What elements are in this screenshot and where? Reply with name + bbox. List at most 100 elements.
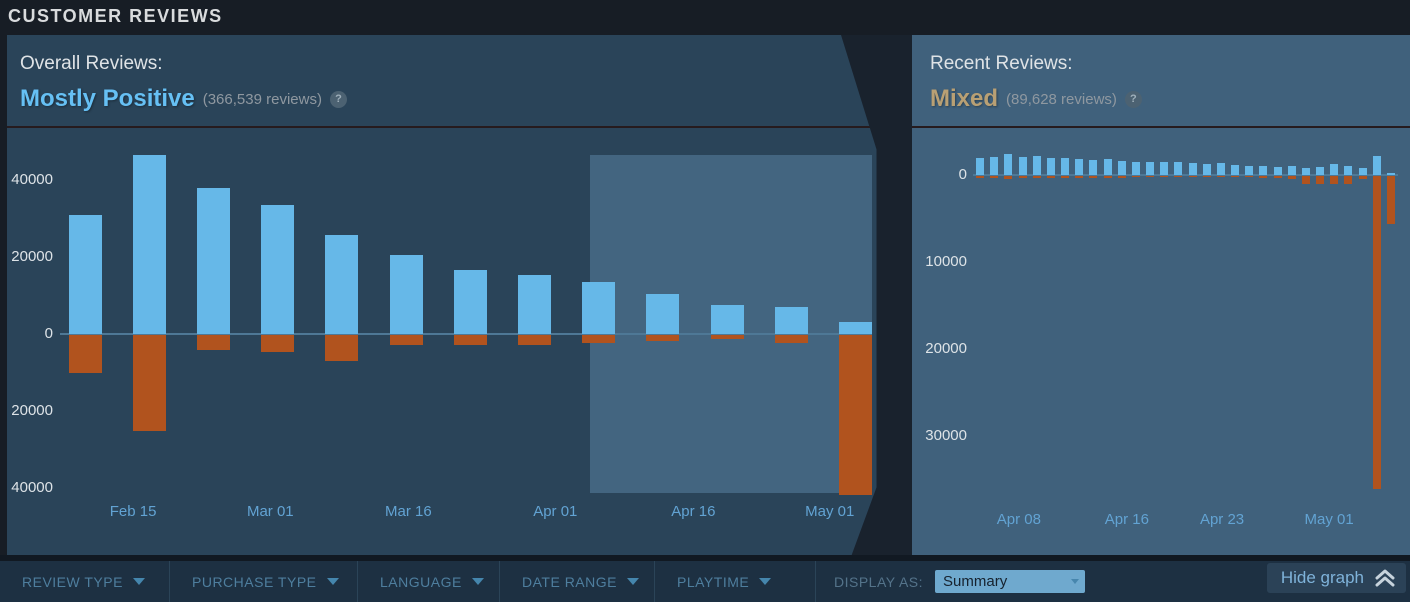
daily-positive-bar[interactable]	[1018, 157, 1027, 175]
daily-positive-bar[interactable]	[1004, 154, 1013, 175]
weekly-positive-bar[interactable]	[196, 188, 230, 334]
weekly-negative-bar[interactable]	[132, 335, 166, 431]
daily-positive-bar[interactable]	[1301, 168, 1310, 175]
daily-negative-bar[interactable]	[1103, 176, 1112, 178]
daily-positive-bar[interactable]	[1061, 158, 1070, 175]
daily-positive-bar[interactable]	[1032, 156, 1041, 175]
daily-negative-bar[interactable]	[1231, 176, 1240, 177]
daily-positive-bar[interactable]	[1231, 165, 1240, 175]
daily-negative-bar[interactable]	[1075, 176, 1084, 178]
daily-negative-bar[interactable]	[1316, 176, 1325, 184]
weekly-positive-bar[interactable]	[453, 270, 487, 334]
daily-positive-bar[interactable]	[1216, 163, 1225, 175]
daily-positive-bar[interactable]	[1330, 164, 1339, 175]
daily-negative-bar[interactable]	[1032, 176, 1041, 178]
daily-positive-bar[interactable]	[1386, 173, 1395, 175]
weekly-negative-bar[interactable]	[774, 335, 808, 343]
daily-negative-bar[interactable]	[1386, 176, 1395, 224]
daily-positive-bar[interactable]	[1259, 166, 1268, 175]
weekly-negative-bar[interactable]	[261, 335, 295, 352]
weekly-negative-bar[interactable]	[68, 335, 102, 373]
recent-rating-value: Mixed	[930, 85, 999, 112]
daily-positive-bar[interactable]	[1075, 159, 1084, 175]
help-icon[interactable]: ?	[329, 90, 347, 108]
daily-positive-bar[interactable]	[1273, 167, 1282, 175]
overall-reviews-chart: 40000 20000 0 20000 40000 Feb 15 Mar 01 Mar 16 A…	[7, 35, 877, 555]
weekly-negative-bar[interactable]	[646, 335, 680, 341]
filter-date-range[interactable]: DATE RANGE	[500, 561, 655, 602]
daily-positive-bar[interactable]	[1344, 166, 1353, 175]
daily-negative-bar[interactable]	[1372, 176, 1381, 489]
weekly-positive-bar[interactable]	[389, 255, 423, 334]
weekly-positive-bar[interactable]	[517, 275, 551, 334]
weekly-negative-bar[interactable]	[453, 335, 487, 345]
weekly-positive-bar[interactable]	[261, 205, 295, 334]
daily-positive-bar[interactable]	[1174, 162, 1183, 175]
daily-negative-bar[interactable]	[1216, 176, 1225, 177]
filter-review-type[interactable]: REVIEW TYPE	[0, 561, 170, 602]
daily-positive-bar[interactable]	[1103, 159, 1112, 175]
daily-negative-bar[interactable]	[1358, 176, 1367, 179]
daily-positive-bar[interactable]	[1146, 162, 1155, 175]
daily-negative-bar[interactable]	[1245, 176, 1254, 177]
daily-negative-bar[interactable]	[1174, 176, 1183, 177]
filter-purchase-type[interactable]: PURCHASE TYPE	[170, 561, 358, 602]
daily-negative-bar[interactable]	[1018, 176, 1027, 178]
weekly-positive-bar[interactable]	[838, 322, 872, 334]
daily-positive-bar[interactable]	[1316, 167, 1325, 175]
daily-negative-bar[interactable]	[1273, 176, 1282, 178]
weekly-positive-bar[interactable]	[710, 305, 744, 334]
daily-negative-bar[interactable]	[1131, 176, 1140, 177]
daily-positive-bar[interactable]	[1160, 162, 1169, 175]
weekly-negative-bar[interactable]	[838, 335, 872, 495]
weekly-negative-bar[interactable]	[517, 335, 551, 345]
daily-positive-bar[interactable]	[1372, 156, 1381, 175]
weekly-negative-bar[interactable]	[710, 335, 744, 339]
display-as-select[interactable]: Summary	[935, 570, 1086, 593]
weekly-positive-bar[interactable]	[68, 215, 102, 334]
daily-negative-bar[interactable]	[1188, 176, 1197, 177]
filter-playtime[interactable]: PLAYTIME	[655, 561, 816, 602]
daily-negative-bar[interactable]	[1344, 176, 1353, 184]
weekly-positive-bar[interactable]	[582, 282, 616, 334]
daily-negative-bar[interactable]	[976, 176, 984, 178]
weekly-positive-bar[interactable]	[646, 294, 680, 334]
filter-language[interactable]: LANGUAGE	[358, 561, 500, 602]
daily-negative-bar[interactable]	[1160, 176, 1169, 177]
weekly-positive-bar[interactable]	[325, 235, 359, 334]
daily-negative-bar[interactable]	[1146, 176, 1155, 177]
weekly-positive-bar[interactable]	[132, 155, 166, 334]
weekly-positive-bar[interactable]	[774, 307, 808, 334]
daily-positive-bar[interactable]	[1287, 166, 1296, 175]
daily-negative-bar[interactable]	[1301, 176, 1310, 184]
daily-positive-bar[interactable]	[1131, 162, 1140, 175]
daily-positive-bar[interactable]	[1117, 161, 1126, 175]
daily-negative-bar[interactable]	[1061, 176, 1070, 178]
daily-positive-bar[interactable]	[976, 158, 984, 175]
daily-negative-bar[interactable]	[990, 176, 999, 178]
daily-negative-bar[interactable]	[1046, 176, 1055, 178]
caret-down-icon	[471, 578, 484, 585]
daily-negative-bar[interactable]	[1089, 176, 1098, 178]
daily-negative-bar[interactable]	[1330, 176, 1339, 184]
weekly-negative-bar[interactable]	[582, 335, 616, 343]
hide-graph-button[interactable]: Hide graph	[1266, 563, 1406, 593]
weekly-negative-bar[interactable]	[196, 335, 230, 350]
daily-negative-bar[interactable]	[1259, 176, 1268, 178]
daily-positive-bar[interactable]	[1358, 168, 1367, 175]
x-axis-tick-label: Apr 01	[533, 503, 578, 520]
daily-negative-bar[interactable]	[1004, 176, 1013, 179]
weekly-negative-bar[interactable]	[325, 335, 359, 361]
weekly-negative-bar[interactable]	[389, 335, 423, 345]
daily-negative-bar[interactable]	[1287, 176, 1296, 179]
daily-positive-bar[interactable]	[1188, 163, 1197, 175]
daily-positive-bar[interactable]	[1202, 164, 1211, 175]
daily-positive-bar[interactable]	[1245, 166, 1254, 175]
daily-positive-bar[interactable]	[1046, 158, 1055, 175]
help-icon[interactable]: ?	[1124, 90, 1142, 108]
daily-negative-bar[interactable]	[1117, 176, 1126, 178]
daily-positive-bar[interactable]	[990, 157, 999, 175]
daily-positive-bar[interactable]	[1089, 160, 1098, 175]
daily-negative-bar[interactable]	[1202, 176, 1211, 177]
